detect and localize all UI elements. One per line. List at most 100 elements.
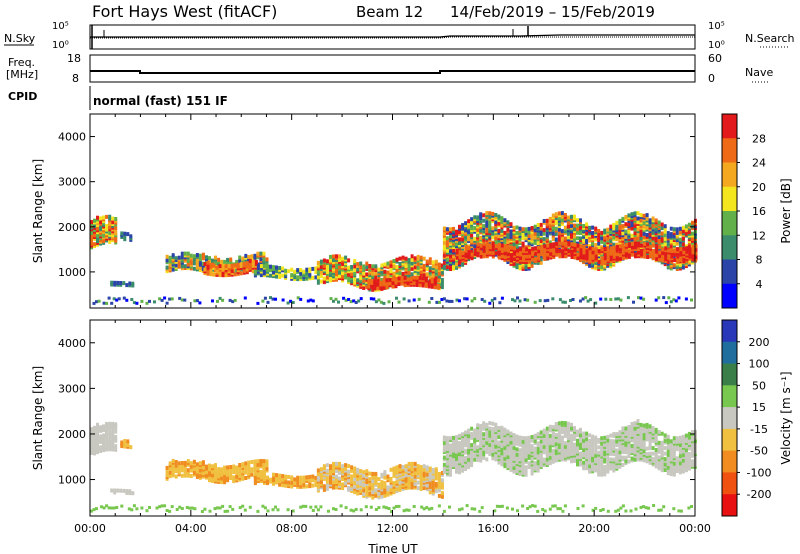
- echo-cell: [290, 475, 294, 480]
- echo-cell: [518, 435, 522, 440]
- echo-cell: [597, 445, 601, 450]
- colorbar-segment: [722, 162, 737, 188]
- echo-cell: [374, 493, 378, 498]
- echo-cell: [615, 242, 619, 247]
- echo-cell: [389, 487, 393, 492]
- echo-cell: [603, 247, 607, 252]
- echo-cell: [540, 245, 544, 249]
- echo-cell: [211, 473, 214, 478]
- echo-cell: [491, 452, 495, 457]
- echo-cell: [290, 267, 294, 272]
- echo-cell: [563, 444, 567, 449]
- echo-cell: [476, 423, 480, 428]
- echo-cell: [105, 427, 109, 432]
- ground-scatter-cell: [231, 300, 235, 304]
- ground-scatter-cell: [369, 297, 373, 301]
- echo-cell: [114, 429, 118, 434]
- echo-cell: [319, 265, 323, 269]
- echo-cell: [485, 241, 489, 246]
- echo-cell: [308, 474, 312, 479]
- echo-cell: [458, 237, 461, 242]
- echo-cell: [422, 256, 426, 261]
- echo-cell: [347, 469, 351, 474]
- echo-cell: [473, 437, 477, 442]
- echo-cell: [99, 425, 103, 430]
- echo-cell: [500, 216, 504, 221]
- echo-cell: [341, 467, 345, 472]
- echo-cell: [189, 461, 193, 466]
- echo-cell: [392, 271, 396, 276]
- echo-cell: [329, 273, 332, 277]
- echo-cell: [262, 269, 266, 274]
- echo-cell: [491, 235, 495, 240]
- echo-cell: [293, 269, 297, 274]
- echo-cell: [281, 273, 285, 278]
- echo-cell: [325, 483, 329, 488]
- echo-cell: [566, 425, 570, 430]
- echo-cell: [183, 468, 187, 473]
- echo-cell: [398, 487, 402, 492]
- echo-cell: [467, 224, 471, 229]
- echo-cell: [588, 238, 592, 243]
- echo-cell: [120, 231, 124, 236]
- echo-cell: [311, 275, 315, 280]
- ground-scatter-cell: [289, 299, 293, 303]
- echo-cell: [305, 484, 309, 489]
- echo-cell: [99, 216, 103, 221]
- ground-scatter-cell: [296, 296, 300, 300]
- ground-scatter-cell: [211, 299, 214, 303]
- echo-cell: [606, 227, 610, 232]
- echo-cell: [636, 220, 640, 225]
- echo-cell: [461, 432, 465, 437]
- colorbar-tick-label: 12: [752, 229, 766, 242]
- echo-cell: [678, 244, 682, 249]
- echo-cell: [452, 435, 455, 440]
- echo-cell: [325, 264, 329, 269]
- echo-cell: [470, 217, 474, 222]
- echo-cell: [316, 269, 320, 274]
- echo-cell: [539, 452, 543, 457]
- echo-cell: [445, 227, 449, 232]
- echo-cell: [687, 244, 691, 249]
- echo-cell: [445, 459, 449, 464]
- echo-cell: [500, 442, 504, 447]
- echo-cell: [667, 255, 671, 260]
- colorbar-segment: [722, 114, 737, 139]
- echo-cell: [269, 264, 272, 269]
- echo-cell: [265, 257, 269, 262]
- echo-cell: [506, 245, 510, 249]
- echo-cell: [105, 214, 109, 219]
- echo-cell: [563, 441, 567, 446]
- echo-cell: [368, 471, 372, 476]
- ground-scatter-cell: [374, 300, 378, 304]
- echo-cell: [554, 226, 558, 231]
- echo-cell: [226, 476, 230, 481]
- echo-cell: [338, 254, 341, 259]
- echo-cell: [603, 256, 607, 261]
- echo-cell: [651, 230, 655, 235]
- echo-cell: [621, 250, 625, 255]
- echo-cell: [615, 255, 619, 260]
- echo-cell: [591, 231, 595, 235]
- echo-cell: [618, 231, 622, 236]
- echo-cell: [111, 421, 115, 426]
- echo-cell: [582, 238, 586, 243]
- echo-cell: [597, 249, 601, 254]
- echo-cell: [576, 256, 580, 261]
- echo-cell: [335, 461, 338, 466]
- ground-scatter-cell: [299, 297, 303, 301]
- echo-cell: [371, 471, 375, 476]
- ground-scatter-cell: [654, 298, 658, 302]
- colorbar-label: Power [dB]: [779, 178, 793, 243]
- echo-cell: [302, 475, 306, 480]
- ground-scatter-cell: [274, 297, 277, 301]
- echo-cell: [436, 283, 440, 288]
- echo-cell: [488, 220, 492, 225]
- echo-cell: [503, 244, 507, 249]
- echo-cell: [335, 265, 338, 270]
- echo-cell: [388, 277, 392, 282]
- echo-cell: [557, 216, 561, 221]
- echo-cell: [428, 484, 432, 489]
- echo-cell: [512, 243, 516, 248]
- y-tick-label: 3000: [58, 176, 86, 189]
